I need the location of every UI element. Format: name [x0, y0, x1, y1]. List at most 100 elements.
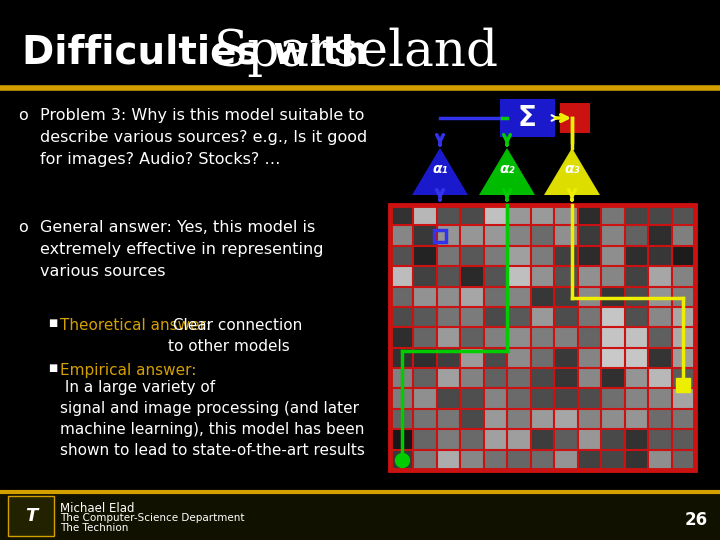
Bar	[391, 369, 413, 388]
Bar	[391, 349, 413, 367]
Bar	[626, 430, 647, 449]
Bar	[485, 410, 506, 428]
Bar	[508, 287, 530, 306]
Text: Σ: Σ	[518, 104, 536, 132]
Bar	[626, 410, 647, 428]
Bar	[462, 287, 483, 306]
Bar	[485, 349, 506, 367]
Bar	[672, 349, 694, 367]
Bar	[602, 349, 624, 367]
Bar	[462, 430, 483, 449]
Bar	[415, 389, 436, 408]
Bar	[0, 492, 720, 540]
Bar	[555, 206, 577, 225]
Bar	[532, 450, 553, 469]
Bar	[602, 450, 624, 469]
Bar	[462, 247, 483, 265]
Bar	[532, 247, 553, 265]
Bar	[415, 430, 436, 449]
Bar	[462, 226, 483, 245]
Bar	[555, 389, 577, 408]
Text: Difficulties with: Difficulties with	[22, 33, 382, 71]
Bar	[508, 226, 530, 245]
Text: T: T	[25, 507, 37, 525]
Bar	[0, 0, 720, 88]
Bar	[602, 206, 624, 225]
Bar	[438, 308, 459, 326]
Bar	[438, 226, 459, 245]
Bar	[485, 450, 506, 469]
Bar	[579, 206, 600, 225]
Bar	[415, 226, 436, 245]
Bar	[626, 226, 647, 245]
Bar	[390, 205, 695, 470]
Bar	[602, 328, 624, 347]
Bar	[415, 369, 436, 388]
Bar	[649, 450, 670, 469]
Bar	[391, 410, 413, 428]
Bar	[649, 389, 670, 408]
Bar	[579, 247, 600, 265]
Polygon shape	[544, 148, 600, 195]
Text: α₁: α₁	[432, 161, 448, 176]
Bar	[649, 226, 670, 245]
Text: In a large variety of
signal and image processing (and later
machine learning), : In a large variety of signal and image p…	[60, 380, 365, 458]
Bar	[391, 328, 413, 347]
Bar	[649, 328, 670, 347]
Bar	[555, 328, 577, 347]
Bar	[485, 287, 506, 306]
Bar	[462, 450, 483, 469]
Bar	[626, 267, 647, 286]
Bar	[438, 267, 459, 286]
Bar	[508, 247, 530, 265]
Bar	[462, 349, 483, 367]
Bar	[602, 226, 624, 245]
Bar	[485, 247, 506, 265]
Bar	[555, 226, 577, 245]
Text: Theoretical answer:: Theoretical answer:	[60, 318, 211, 333]
Bar	[672, 247, 694, 265]
Bar	[555, 410, 577, 428]
Bar	[415, 267, 436, 286]
Bar	[391, 267, 413, 286]
Bar	[602, 369, 624, 388]
Bar	[415, 328, 436, 347]
Bar	[626, 247, 647, 265]
Bar	[672, 430, 694, 449]
Bar	[579, 308, 600, 326]
Text: o: o	[18, 220, 28, 235]
Bar	[508, 308, 530, 326]
Bar	[672, 308, 694, 326]
Text: The Computer-Science Department: The Computer-Science Department	[60, 513, 245, 523]
Bar	[602, 267, 624, 286]
Bar	[672, 267, 694, 286]
Bar	[649, 287, 670, 306]
Bar	[532, 430, 553, 449]
Bar	[672, 206, 694, 225]
Bar	[462, 267, 483, 286]
Bar	[508, 410, 530, 428]
Bar	[391, 287, 413, 306]
Bar	[485, 369, 506, 388]
Bar	[415, 450, 436, 469]
Bar	[438, 369, 459, 388]
Text: ■: ■	[48, 363, 58, 373]
Text: 26: 26	[685, 511, 708, 529]
Text: General answer: Yes, this model is
extremely effective in representing
various s: General answer: Yes, this model is extre…	[40, 220, 323, 279]
Bar	[415, 287, 436, 306]
Bar	[391, 206, 413, 225]
Text: Problem 3: Why is this model suitable to
describe various sources? e.g., Is it g: Problem 3: Why is this model suitable to…	[40, 108, 367, 167]
Bar	[602, 247, 624, 265]
Bar	[508, 267, 530, 286]
Bar	[649, 430, 670, 449]
Bar	[649, 369, 670, 388]
Bar	[415, 410, 436, 428]
Bar	[649, 206, 670, 225]
Bar	[555, 287, 577, 306]
Text: o: o	[18, 108, 28, 123]
Bar	[485, 328, 506, 347]
Bar	[415, 247, 436, 265]
Bar	[602, 430, 624, 449]
Bar	[672, 369, 694, 388]
Bar	[626, 206, 647, 225]
